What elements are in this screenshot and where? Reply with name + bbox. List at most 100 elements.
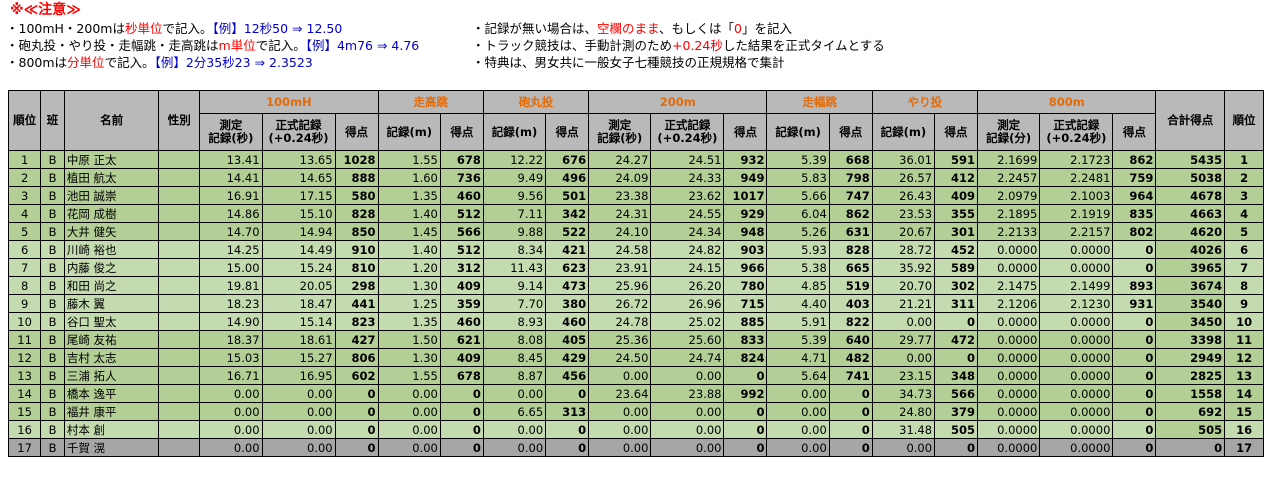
800m-official-cell[interactable]: 2.1230 [1039,294,1114,313]
800m-points-cell[interactable]: 931 [1112,294,1157,313]
javelin-record-cell[interactable]: 24.80 [871,402,936,421]
200m-measured-cell[interactable]: 0.00 [588,402,652,421]
shot-put-points-cell[interactable]: 421 [545,240,590,259]
shot-put-record-cell[interactable]: 8.93 [482,312,547,331]
rank-cell[interactable]: 4 [7,204,42,223]
long-jump-points-cell[interactable]: 668 [828,150,873,169]
hurdles-measured-cell[interactable]: 13.41 [199,150,263,169]
hurdles-official-cell[interactable]: 0.00 [261,438,336,457]
gender-cell[interactable] [158,168,201,187]
800m-points-cell[interactable]: 964 [1112,186,1157,205]
rank-cell[interactable]: 12 [7,348,42,367]
class-cell[interactable]: B [40,204,65,223]
hurdles-measured-cell[interactable]: 14.41 [199,168,263,187]
javelin-record-cell[interactable]: 23.53 [871,204,936,223]
hurdles-official-cell[interactable]: 20.05 [261,276,336,295]
class-cell[interactable]: B [40,348,65,367]
shot-put-record-cell[interactable]: 0.00 [482,384,547,403]
200m-measured-cell[interactable]: 24.09 [588,168,652,187]
javelin-points-cell[interactable]: 589 [934,258,979,277]
hurdles-points-cell[interactable]: 0 [334,438,379,457]
total-points-cell[interactable]: 4026 [1155,240,1226,259]
name-cell[interactable]: 藤木 翼 [63,294,160,313]
rank-cell[interactable]: 17 [7,438,42,457]
long-jump-points-cell[interactable]: 519 [828,276,873,295]
gender-cell[interactable] [158,186,201,205]
rank2-cell[interactable]: 8 [1224,276,1264,295]
high-jump-record-cell[interactable]: 1.35 [377,312,441,331]
200m-measured-cell[interactable]: 24.78 [588,312,652,331]
javelin-record-cell[interactable]: 26.43 [871,186,936,205]
high-jump-record-cell[interactable]: 1.60 [377,168,441,187]
shot-put-points-cell[interactable]: 429 [545,348,590,367]
hurdles-official-cell[interactable]: 13.65 [261,150,336,169]
long-jump-record-cell[interactable]: 0.00 [766,420,830,439]
class-cell[interactable]: B [40,258,65,277]
name-cell[interactable]: 植田 航太 [63,168,160,187]
hurdles-measured-cell[interactable]: 0.00 [199,402,263,421]
800m-points-cell[interactable]: 835 [1112,204,1157,223]
800m-official-cell[interactable]: 0.0000 [1039,348,1114,367]
hurdles-official-cell[interactable]: 18.47 [261,294,336,313]
hurdles-points-cell[interactable]: 580 [334,186,379,205]
200m-measured-cell[interactable]: 26.72 [588,294,652,313]
800m-official-cell[interactable]: 0.0000 [1039,384,1114,403]
shot-put-record-cell[interactable]: 9.14 [482,276,547,295]
800m-measured-cell[interactable]: 0.0000 [977,366,1041,385]
hurdles-points-cell[interactable]: 823 [334,312,379,331]
200m-measured-cell[interactable]: 23.38 [588,186,652,205]
200m-points-cell[interactable]: 0 [723,402,768,421]
rank-cell[interactable]: 2 [7,168,42,187]
800m-measured-cell[interactable]: 0.0000 [977,330,1041,349]
shot-put-points-cell[interactable]: 0 [545,438,590,457]
rank2-cell[interactable]: 11 [1224,330,1264,349]
high-jump-points-cell[interactable]: 512 [439,204,484,223]
shot-put-points-cell[interactable]: 380 [545,294,590,313]
total-points-cell[interactable]: 2949 [1155,348,1226,367]
javelin-points-cell[interactable]: 0 [934,438,979,457]
name-cell[interactable]: 千賀 滉 [63,438,160,457]
long-jump-points-cell[interactable]: 0 [828,438,873,457]
long-jump-record-cell[interactable]: 5.39 [766,330,830,349]
200m-measured-cell[interactable]: 24.50 [588,348,652,367]
long-jump-record-cell[interactable]: 0.00 [766,384,830,403]
shot-put-record-cell[interactable]: 6.65 [482,402,547,421]
hurdles-points-cell[interactable]: 1028 [334,150,379,169]
javelin-record-cell[interactable]: 26.57 [871,168,936,187]
javelin-record-cell[interactable]: 0.00 [871,438,936,457]
200m-points-cell[interactable]: 824 [723,348,768,367]
total-points-cell[interactable]: 5435 [1155,150,1226,169]
total-points-cell[interactable]: 2825 [1155,366,1226,385]
long-jump-points-cell[interactable]: 0 [828,402,873,421]
800m-measured-cell[interactable]: 2.1206 [977,294,1041,313]
200m-points-cell[interactable]: 833 [723,330,768,349]
800m-measured-cell[interactable]: 2.2133 [977,222,1041,241]
class-cell[interactable]: B [40,330,65,349]
hurdles-measured-cell[interactable]: 18.37 [199,330,263,349]
class-cell[interactable]: B [40,186,65,205]
800m-points-cell[interactable]: 0 [1112,384,1157,403]
name-cell[interactable]: 福井 康平 [63,402,160,421]
rank2-cell[interactable]: 7 [1224,258,1264,277]
800m-official-cell[interactable]: 0.0000 [1039,402,1114,421]
shot-put-points-cell[interactable]: 676 [545,150,590,169]
class-cell[interactable]: B [40,168,65,187]
long-jump-points-cell[interactable]: 403 [828,294,873,313]
rank2-cell[interactable]: 14 [1224,384,1264,403]
javelin-points-cell[interactable]: 355 [934,204,979,223]
rank-cell[interactable]: 1 [7,150,42,169]
gender-cell[interactable] [158,348,201,367]
200m-official-cell[interactable]: 24.34 [650,222,725,241]
hurdles-points-cell[interactable]: 441 [334,294,379,313]
high-jump-record-cell[interactable]: 1.45 [377,222,441,241]
800m-measured-cell[interactable]: 0.0000 [977,384,1041,403]
name-cell[interactable]: 池田 誠崇 [63,186,160,205]
javelin-record-cell[interactable]: 31.48 [871,420,936,439]
800m-official-cell[interactable]: 0.0000 [1039,312,1114,331]
800m-points-cell[interactable]: 759 [1112,168,1157,187]
hurdles-points-cell[interactable]: 602 [334,366,379,385]
200m-points-cell[interactable]: 903 [723,240,768,259]
hurdles-measured-cell[interactable]: 18.23 [199,294,263,313]
rank-cell[interactable]: 5 [7,222,42,241]
rank-cell[interactable]: 14 [7,384,42,403]
